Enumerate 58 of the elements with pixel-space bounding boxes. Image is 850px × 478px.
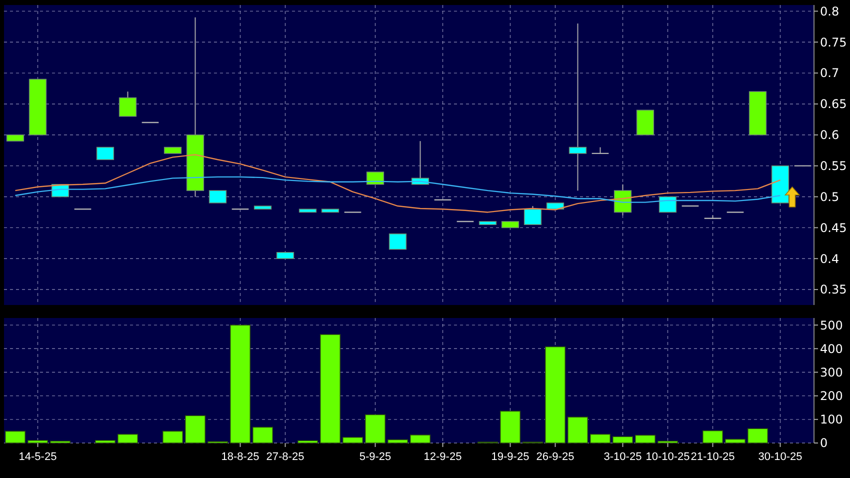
y-tick-label: 400 <box>820 342 843 356</box>
x-tick-label: 26-9-25 <box>536 451 574 463</box>
x-tick-label: 12-9-25 <box>424 451 462 463</box>
y-tick-label: 0.5 <box>820 190 840 204</box>
bar <box>567 416 588 444</box>
candlestick <box>118 91 137 117</box>
y-tick-label: 0.35 <box>820 282 847 297</box>
bar <box>747 428 768 444</box>
bar <box>117 434 138 444</box>
bar <box>500 410 521 444</box>
candlestick <box>568 23 587 192</box>
x-tick-label: 18-8-25 <box>221 451 260 463</box>
bar <box>612 436 634 444</box>
y-tick-label: 0.45 <box>820 220 847 235</box>
y-tick-label: 0.65 <box>820 97 847 112</box>
bar <box>184 415 206 444</box>
y-tick-label: 0.8 <box>820 4 840 18</box>
bar <box>702 430 724 444</box>
y-tick-label: 0.7 <box>820 66 840 80</box>
y-tick-label: 0 <box>820 436 828 450</box>
bar <box>94 440 116 444</box>
candlestick <box>524 206 542 226</box>
y-tick-label: 0.75 <box>820 35 847 50</box>
x-tick-label: 30-10-25 <box>758 451 802 463</box>
bar <box>590 434 611 444</box>
bar <box>320 334 341 444</box>
bar <box>544 346 566 444</box>
y-tick-label: 300 <box>820 365 843 380</box>
y-tick-label: 0.4 <box>820 252 840 266</box>
y-tick-label: 0.55 <box>820 159 847 174</box>
x-tick-label: 19-9-25 <box>491 451 530 463</box>
bar <box>162 430 184 444</box>
x-tick-label: 27-8-25 <box>266 451 304 463</box>
bar <box>724 438 746 444</box>
y-tick-label: 100 <box>820 412 843 427</box>
x-tick-label: 21-10-25 <box>690 451 735 463</box>
bar <box>27 440 48 444</box>
bar <box>252 426 274 444</box>
candlestick <box>366 172 384 185</box>
candlestick <box>658 196 677 213</box>
y-tick-label: 200 <box>820 389 843 404</box>
bar <box>387 439 408 444</box>
candlestick <box>96 146 114 160</box>
bar <box>4 430 26 444</box>
bar <box>634 434 656 444</box>
bar <box>410 434 431 444</box>
bar <box>342 436 364 444</box>
y-tick-label: 0.6 <box>820 128 840 142</box>
candlestick <box>388 233 407 250</box>
bar <box>364 414 386 444</box>
bar <box>297 440 318 444</box>
y-tick-label: 500 <box>820 318 843 332</box>
candlestick <box>208 190 227 204</box>
x-tick-label: 10-10-25 <box>646 451 690 463</box>
x-tick-label: 14-5-25 <box>18 451 57 463</box>
x-tick-label: 5-9-25 <box>359 451 392 463</box>
x-tick-label: 3-10-25 <box>604 451 642 463</box>
bar <box>230 324 251 444</box>
